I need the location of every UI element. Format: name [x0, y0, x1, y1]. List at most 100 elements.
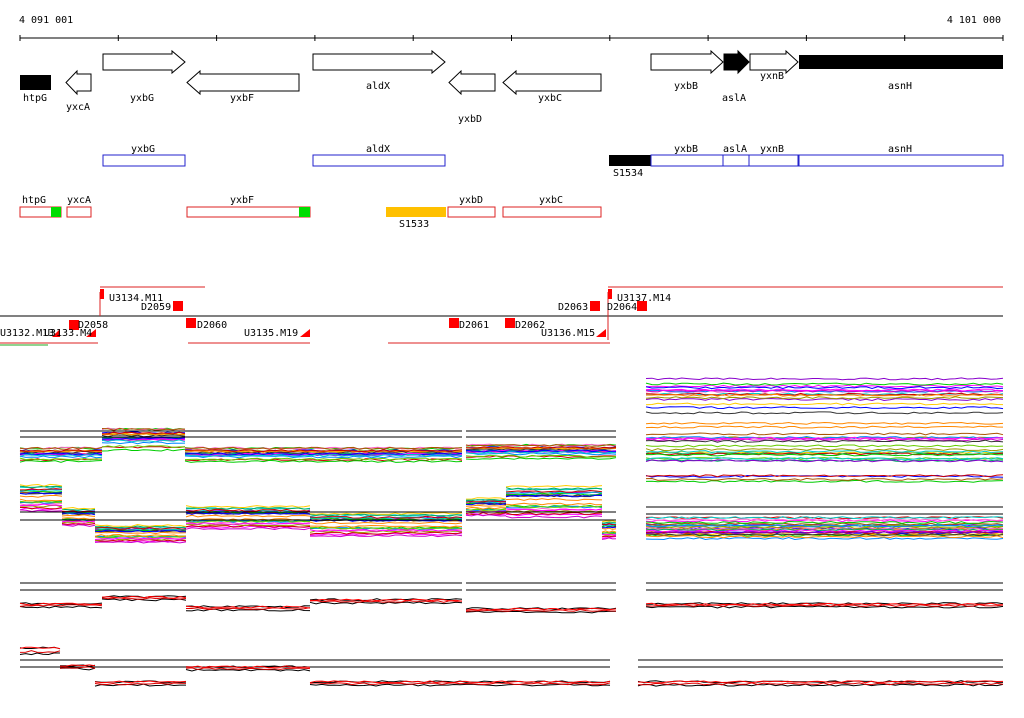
reverse-unit-label-S1533: S1533: [399, 219, 429, 230]
expression-trace: [645, 389, 1004, 393]
expression-panel-4-lines: [19, 646, 1004, 687]
gene-label-yxbD: yxbD: [458, 114, 482, 125]
forward-units-track: yxbG aldX S1534 yxbB aslA yxnB asnH: [102, 144, 1004, 179]
expression-trace: [601, 533, 617, 536]
gene-aldX[interactable]: [312, 49, 446, 75]
expression-trace: [185, 523, 311, 527]
forward-unit-S1534[interactable]: [609, 155, 651, 166]
expression-trace: [645, 529, 1004, 533]
expression-panel-2: [19, 483, 1004, 544]
expression-trace: [184, 449, 463, 453]
reverse-unit-S1533[interactable]: [386, 207, 446, 217]
expression-trace: [310, 534, 463, 538]
gene-yxbB[interactable]: [650, 49, 724, 75]
forward-unit-asnH[interactable]: [798, 154, 1004, 167]
forward-unit-aldX[interactable]: [312, 154, 446, 167]
expression-trace: [185, 605, 311, 609]
expression-trace: [505, 487, 603, 491]
marker-triangle-1: [86, 329, 96, 337]
gene-yxcA[interactable]: [65, 69, 92, 96]
expression-trace: [101, 432, 186, 436]
marker-D2061[interactable]: [449, 318, 459, 328]
gene-yxbC[interactable]: [502, 69, 602, 96]
expression-trace: [465, 457, 617, 460]
forward-unit-aslA[interactable]: [722, 154, 750, 167]
expression-trace: [505, 491, 603, 495]
expression-trace: [645, 525, 1004, 529]
gene-asnH[interactable]: [799, 55, 1003, 69]
reverse-unit-yxbF[interactable]: [186, 206, 311, 218]
coordinate-ruler: 4 091 001 4 101 000: [19, 15, 1004, 41]
expression-trace: [94, 533, 187, 537]
expression-trace: [645, 524, 1004, 528]
expression-trace: [185, 505, 311, 508]
expression-trace: [505, 515, 603, 519]
gene-yxbD[interactable]: [448, 69, 496, 96]
expression-trace: [645, 474, 1004, 478]
expression-trace: [19, 500, 63, 504]
forward-unit-yxbB[interactable]: [650, 154, 724, 167]
gene-label-asnH: asnH: [888, 81, 912, 92]
marker-D2058[interactable]: [69, 320, 79, 330]
reverse-units-track: htpG yxcA yxbF S1533 yxbD yxbC: [19, 195, 602, 230]
gene-label-yxnB: yxnB: [760, 71, 784, 82]
expression-trace: [466, 497, 507, 500]
gene-aslA[interactable]: [723, 49, 750, 75]
forward-unit-yxbG[interactable]: [102, 154, 186, 167]
expression-trace: [645, 531, 1004, 535]
reverse-unit-yxbC[interactable]: [502, 206, 602, 218]
expression-trace: [601, 527, 617, 530]
expression-trace: [185, 667, 311, 671]
expression-trace: [637, 682, 1004, 686]
expression-trace: [465, 513, 507, 517]
segment-label-U3137: U3137.M14: [617, 293, 671, 304]
expression-trace: [601, 523, 617, 527]
expression-trace: [101, 595, 187, 599]
expression-panel-2-lines: [19, 483, 1004, 544]
expression-trace: [94, 527, 187, 531]
marker-D2062[interactable]: [505, 318, 515, 328]
expression-trace: [645, 402, 1004, 406]
expression-trace: [19, 490, 63, 493]
expression-trace: [645, 439, 1004, 443]
expression-trace: [185, 514, 311, 518]
expression-trace: [94, 540, 187, 544]
expression-trace: [601, 530, 617, 533]
forward-unit-yxnB[interactable]: [748, 154, 799, 167]
gene-yxbG[interactable]: [102, 49, 186, 75]
gene-label-aslA: aslA: [722, 93, 746, 104]
expression-trace: [186, 607, 311, 611]
expression-trace: [19, 602, 103, 606]
marker-D2064[interactable]: [637, 301, 647, 311]
reverse-unit-yxbF-marker: [299, 207, 310, 217]
expression-trace: [94, 683, 186, 687]
expression-trace: [19, 503, 63, 507]
segmentation-track: U3134.M11 D2059 D2058 U3132.M13 U3133.M4…: [0, 286, 1003, 346]
gene-htpG[interactable]: [20, 75, 51, 90]
expression-trace: [19, 605, 103, 609]
expression-trace: [94, 537, 187, 541]
segment-label-D2063: D2063: [558, 302, 588, 313]
marker-U3134-start: [100, 289, 104, 299]
gene-yxnB[interactable]: [749, 49, 799, 75]
expression-trace: [645, 535, 1004, 539]
marker-D2060[interactable]: [186, 318, 196, 328]
expression-trace: [309, 682, 611, 686]
expression-trace: [645, 459, 1004, 463]
reverse-unit-label-htpG: htpG: [22, 195, 46, 206]
reverse-unit-yxcA[interactable]: [66, 206, 92, 218]
expression-trace: [465, 502, 507, 506]
expression-trace: [61, 514, 96, 517]
segment-label-U3132: U3132.M13: [0, 328, 54, 339]
expression-trace: [645, 520, 1004, 524]
expression-trace: [505, 498, 603, 501]
marker-D2059[interactable]: [173, 301, 183, 311]
expression-panel-1: [19, 377, 1004, 483]
marker-D2063[interactable]: [590, 301, 600, 311]
expression-trace: [101, 439, 186, 443]
marker-U3137-start: [608, 289, 612, 299]
reverse-unit-yxbD[interactable]: [447, 206, 496, 218]
gene-yxbF[interactable]: [186, 69, 300, 96]
expression-trace: [59, 664, 96, 667]
forward-unit-label-S1534: S1534: [613, 168, 643, 179]
